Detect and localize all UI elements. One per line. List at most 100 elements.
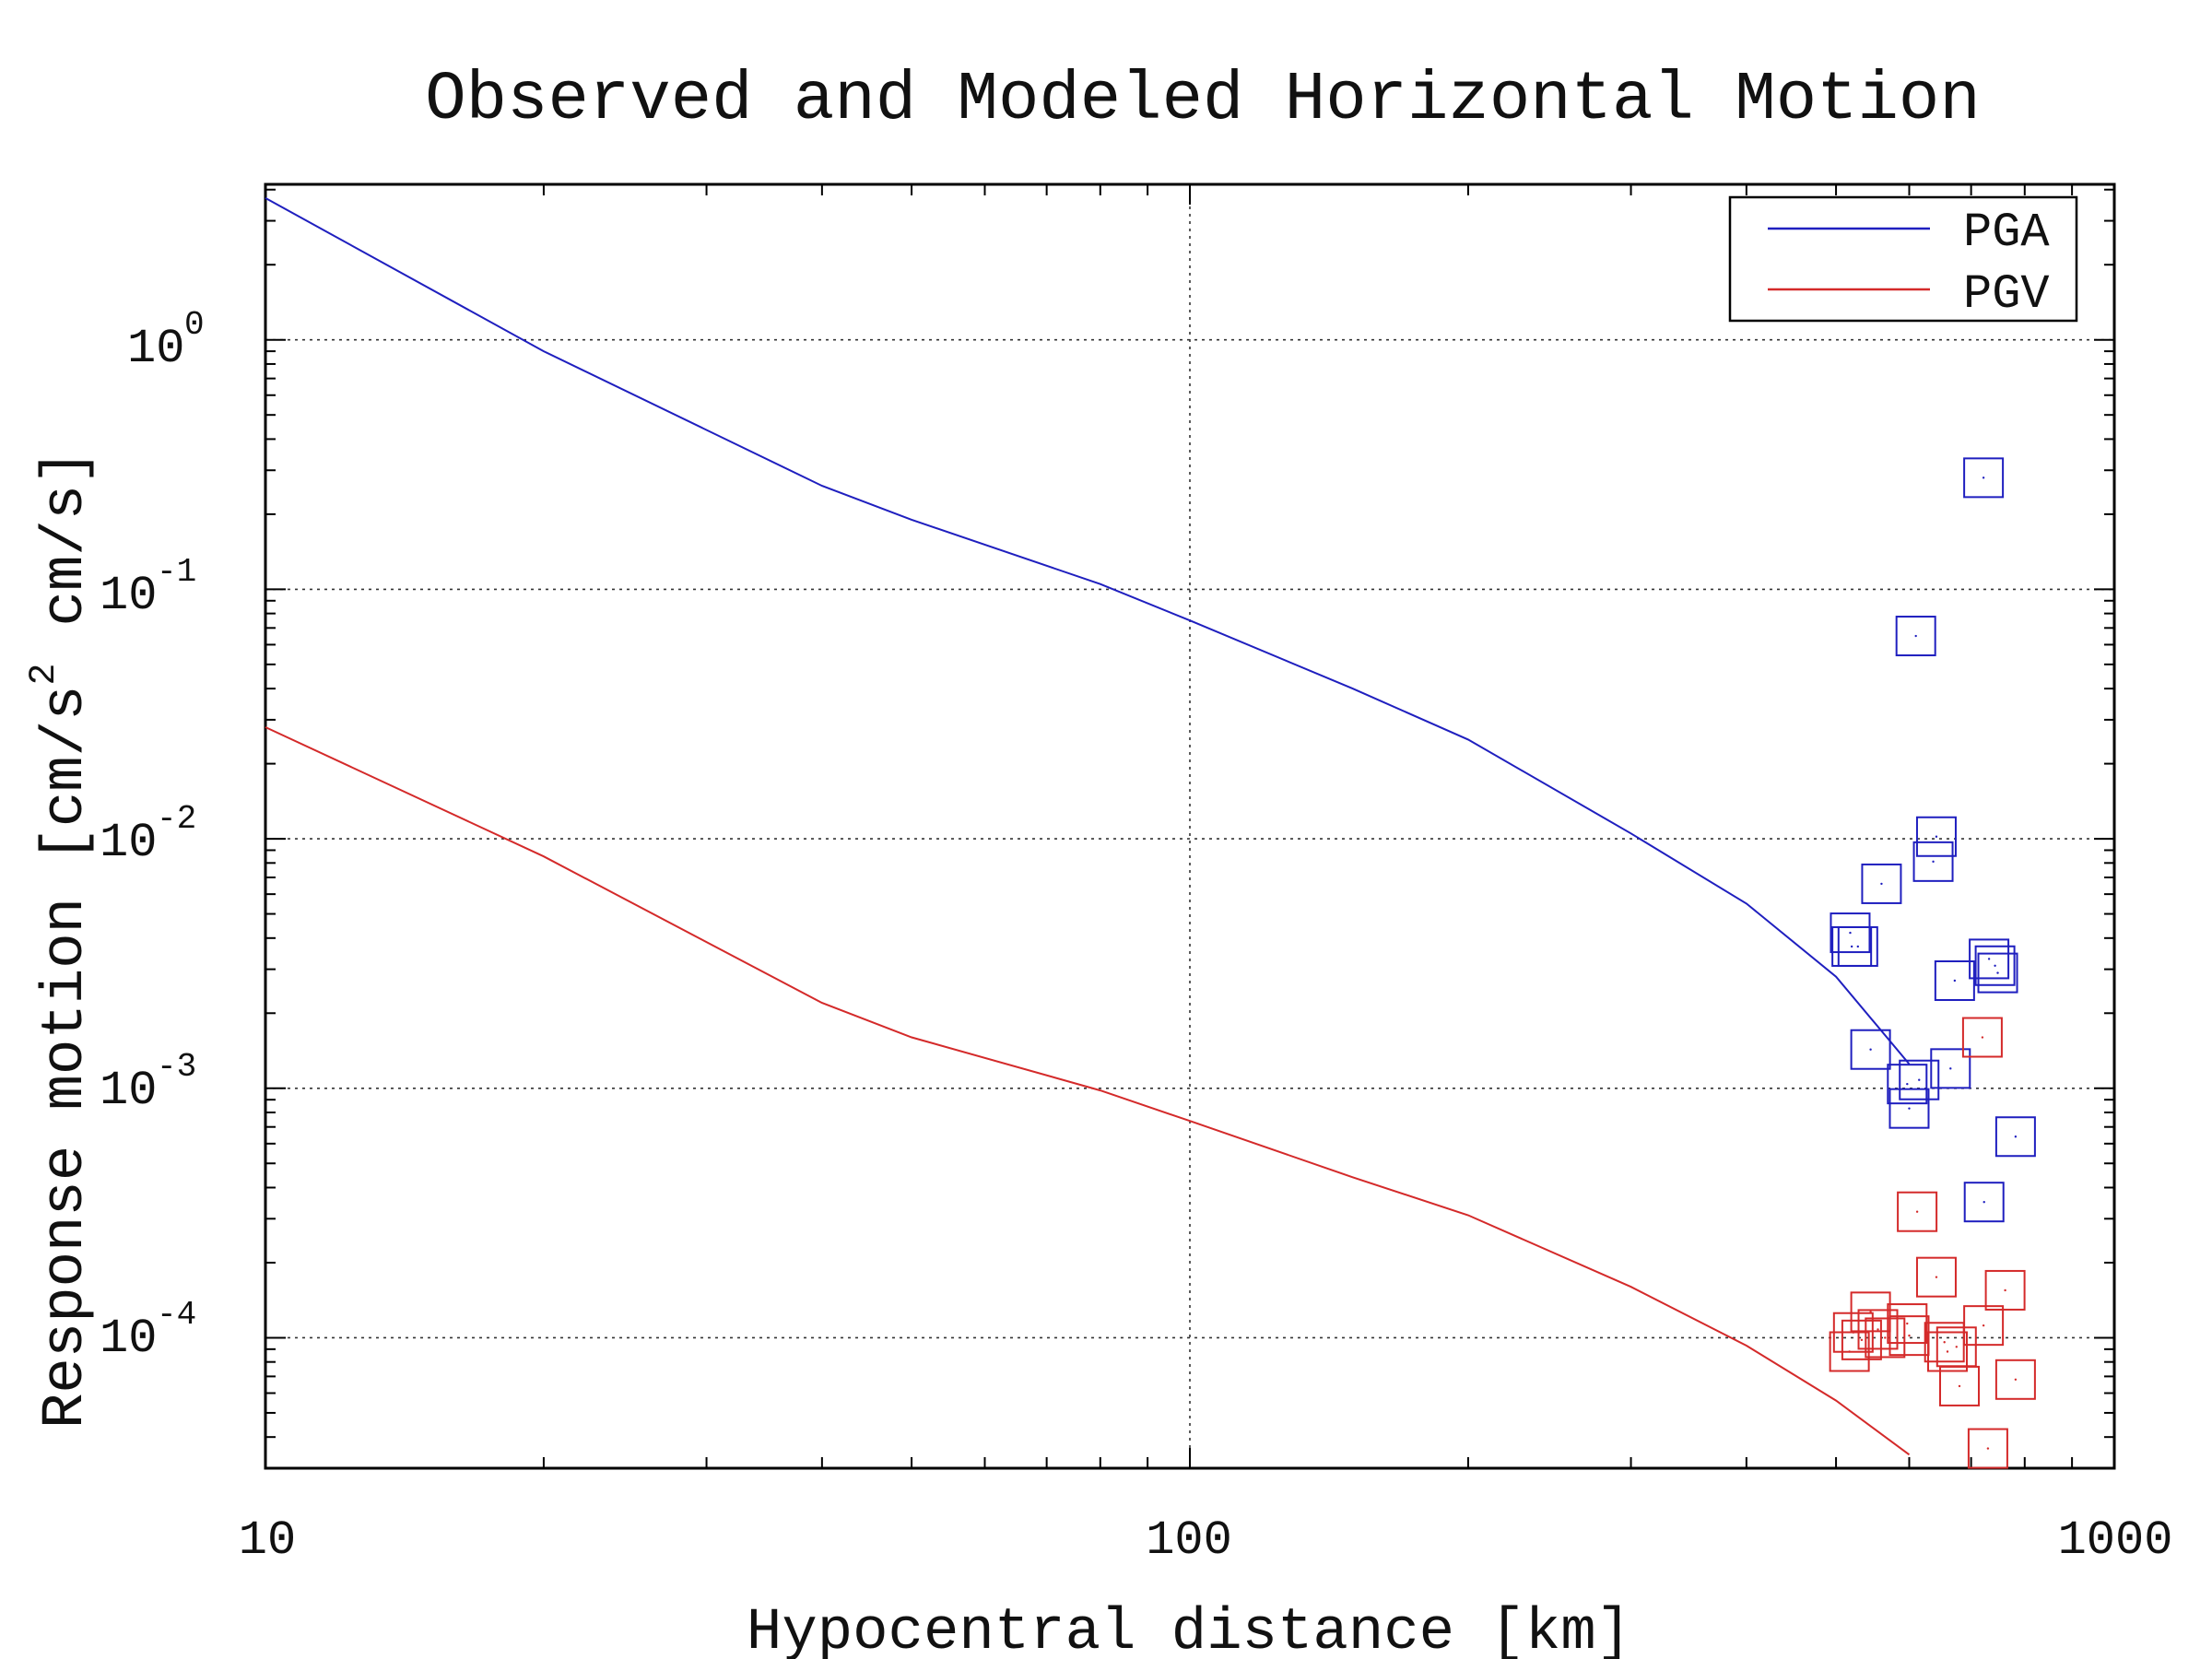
observed-point-center-pgv — [2004, 1288, 2006, 1292]
chart-title: Observed and Modeled Horizontal Motion — [425, 62, 1980, 139]
observed-point-center-pgv — [1982, 1324, 1985, 1327]
observed-point-pga — [1887, 1064, 1928, 1105]
svg-text:-1: -1 — [157, 553, 196, 591]
observed-point-center-pga — [1953, 979, 1957, 982]
legend-box — [1728, 195, 2078, 323]
observed-point-center-pgv — [1981, 1036, 1984, 1039]
observed-point-center-pgv — [1935, 1276, 1938, 1278]
observed-point-pga — [1963, 1182, 2005, 1223]
x-tick-label: 100 — [1146, 1513, 1232, 1568]
observed-point-center-pgv — [1986, 1447, 1990, 1450]
model-line-pga — [265, 197, 1911, 1065]
observed-point-center-pgv — [1943, 1341, 1946, 1344]
observed-point-pga — [1969, 938, 2010, 980]
plot-frame — [264, 182, 2116, 1470]
x-tick-label: 10 — [239, 1513, 296, 1568]
svg-text:10: 10 — [100, 1064, 157, 1118]
y-axis-label-main: Response motion [cm/s — [33, 685, 100, 1429]
svg-text:10: 10 — [100, 569, 157, 623]
observed-point-center-pgv — [1915, 1210, 1919, 1213]
y-axis-label: Response motion [cm/s2 cm/s] — [24, 449, 100, 1429]
observed-point-pgv — [1927, 1331, 1969, 1372]
x-tick-labels: 10 100 1000 — [239, 1513, 2173, 1568]
svg-text:10: 10 — [100, 1312, 157, 1366]
observed-point-center-pga — [1935, 835, 1938, 838]
model-line-pgv — [265, 726, 1911, 1456]
observed-point-pga — [1963, 457, 2005, 499]
observed-point-pgv — [1939, 1365, 1981, 1406]
observed-point-pgv — [1857, 1309, 1899, 1350]
observed-point-pgv — [1963, 1305, 2005, 1347]
observed-point-pga — [1850, 1029, 1891, 1070]
observed-point-center-pga — [1856, 945, 1860, 948]
y-tick-label: 10 0 — [127, 306, 205, 376]
svg-text:-4: -4 — [157, 1296, 196, 1334]
observed-point-center-pgv — [1946, 1350, 1949, 1353]
observed-point-pgv — [1897, 1191, 1938, 1232]
observed-point-center-pga — [1880, 882, 1883, 886]
observed-point-pga — [1895, 616, 1936, 657]
svg-text:10: 10 — [100, 816, 157, 870]
observed-point-pgv — [1832, 1312, 1874, 1353]
svg-text:0: 0 — [184, 306, 205, 344]
legend-label-pga: PGA — [1963, 206, 2050, 260]
observed-point-pga — [1837, 925, 1878, 967]
observed-point-pgv — [1915, 1256, 1957, 1298]
observed-point-pga — [1915, 816, 1957, 857]
observed-point-center-pga — [1949, 1067, 1952, 1070]
y-axis-label-tail: cm/s] — [33, 449, 100, 626]
observed-point-center-pga — [1918, 1078, 1921, 1081]
x-tick-label: 1000 — [2058, 1513, 2173, 1568]
grid-lines — [265, 184, 2114, 1468]
observed-point-center-pgv — [1884, 1336, 1887, 1339]
y-tick-labels: 10 0 10 -1 10 -2 10 -3 10 -4 — [100, 306, 205, 1366]
observed-point-center-pga — [1994, 964, 1996, 967]
svg-text:-3: -3 — [157, 1048, 196, 1086]
observed-point-pgv — [1961, 1017, 2003, 1058]
observed-point-center-pgv — [1877, 1328, 1879, 1331]
observed-point-pga — [1994, 1116, 2036, 1158]
observed-point-center-pga — [1850, 945, 1853, 948]
svg-text:-2: -2 — [157, 800, 196, 838]
y-tick-label: 10 -1 — [100, 553, 196, 623]
observed-point-pga — [1934, 960, 1975, 1002]
observed-point-center-pga — [2014, 1135, 2018, 1138]
observed-point-pga — [1930, 1048, 1971, 1089]
observed-point-pgv — [1841, 1319, 1882, 1360]
observed-point-pga — [1977, 952, 2018, 994]
legend: PGA PGV — [1728, 195, 2078, 323]
observed-point-center-pga — [1906, 1082, 1909, 1086]
y-axis-label-sup: 2 — [24, 663, 65, 685]
observed-point-center-pga — [1982, 477, 1985, 479]
observed-point-center-pgv — [1908, 1334, 1911, 1337]
observed-point-pgv — [1865, 1317, 1906, 1359]
observed-point-center-pgv — [2014, 1378, 2018, 1382]
observed-point-center-pga — [1996, 971, 1999, 974]
observed-point-center-pga — [1932, 860, 1935, 864]
svg-text:10: 10 — [127, 322, 184, 376]
observed-point-center-pgv — [1869, 1311, 1872, 1313]
series-layer — [265, 197, 2036, 1469]
observed-point-pgv — [1994, 1359, 2036, 1400]
observed-point-center-pgv — [1955, 1346, 1958, 1348]
observed-point-pgv — [1850, 1291, 1891, 1333]
observed-point-pga — [1861, 863, 1902, 904]
observed-point-center-pga — [1987, 958, 1991, 960]
observed-point-center-pga — [1849, 931, 1852, 935]
observed-point-center-pgv — [1860, 1338, 1864, 1342]
observed-point-pga — [1888, 1088, 1930, 1129]
axis-ticks — [265, 184, 2115, 1469]
y-tick-label: 10 -4 — [100, 1296, 196, 1366]
observed-point-pga — [1912, 841, 1954, 882]
observed-point-center-pga — [1869, 1048, 1872, 1051]
observed-point-center-pga — [1908, 1107, 1911, 1110]
observed-point-center-pga — [1983, 1200, 1985, 1204]
observed-point-pgv — [1984, 1269, 2026, 1311]
observed-point-pga — [1899, 1059, 1940, 1100]
observed-point-center-pgv — [1958, 1384, 1961, 1388]
observed-point-center-pgv — [1906, 1322, 1909, 1325]
observed-point-pgv — [1967, 1428, 2008, 1469]
y-tick-label: 10 -2 — [100, 800, 196, 870]
y-tick-label: 10 -3 — [100, 1048, 196, 1118]
